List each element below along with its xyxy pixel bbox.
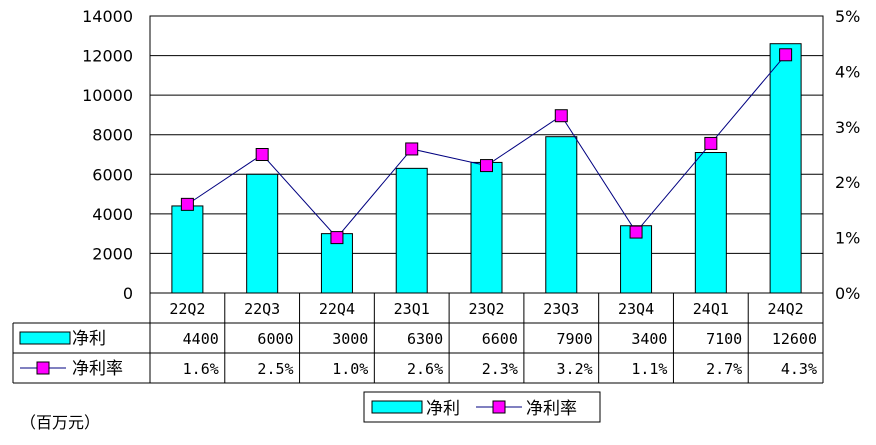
y2-tick-label: 5% <box>835 7 860 26</box>
table-cell: 1.1% <box>631 360 667 378</box>
line-marker <box>554 109 568 123</box>
line-series <box>180 48 793 245</box>
category-label: 23Q3 <box>543 300 579 318</box>
bar <box>769 43 802 294</box>
y-tick-label: 14000 <box>82 7 133 26</box>
table-cell: 4.3% <box>781 360 817 378</box>
category-label: 24Q2 <box>768 300 804 318</box>
table-cell: 3400 <box>631 330 667 348</box>
legend-label-bar: 净利 <box>426 399 460 419</box>
y2-tick-label: 4% <box>835 62 860 81</box>
category-label: 24Q1 <box>693 300 729 318</box>
y-tick-label: 10000 <box>82 86 133 105</box>
y2-tick-label: 0% <box>835 284 860 303</box>
category-label: 23Q4 <box>618 300 654 318</box>
y-tick-label: 6000 <box>92 165 133 184</box>
table-cell: 1.0% <box>332 360 368 378</box>
table-cell: 1.6% <box>183 360 219 378</box>
y-tick-label: 2000 <box>92 244 133 263</box>
table-cell: 3000 <box>332 330 368 348</box>
y-tick-label: 4000 <box>92 205 133 224</box>
legend-label-line: 净利率 <box>526 399 577 419</box>
table-cell: 2.7% <box>706 360 742 378</box>
table-cell: 6600 <box>482 330 518 348</box>
category-label: 22Q4 <box>319 300 355 318</box>
bar <box>620 225 653 294</box>
category-label: 23Q2 <box>468 300 504 318</box>
line-marker <box>704 136 718 150</box>
table-cell: 2.3% <box>482 360 518 378</box>
table-cell: 7100 <box>706 330 742 348</box>
table-cell: 6000 <box>257 330 293 348</box>
data-table: 22Q2 22Q3 22Q4 23Q1 23Q2 23Q3 23Q4 24Q1 24Q2 净利 44… <box>12 293 824 384</box>
y-tick-label: 8000 <box>92 126 133 145</box>
category-label: 22Q3 <box>244 300 280 318</box>
bar <box>694 152 727 294</box>
table-cell: 12600 <box>772 330 817 348</box>
table-cell: 4400 <box>183 330 219 348</box>
line-marker <box>330 231 344 245</box>
y2-tick-label: 3% <box>835 118 860 137</box>
legend: 净利 净利率 <box>363 391 601 423</box>
bar <box>545 136 578 294</box>
row-series-name: 净利 <box>72 329 106 349</box>
line-marker <box>779 48 793 62</box>
table-cell: 7900 <box>557 330 593 348</box>
row-series-name: 净利率 <box>72 359 123 379</box>
category-label: 23Q1 <box>394 300 430 318</box>
bar <box>395 167 428 294</box>
unit-note: （百万元） <box>20 413 100 432</box>
table-cell: 2.6% <box>407 360 443 378</box>
line-marker <box>480 159 493 173</box>
table-cell: 6300 <box>407 330 443 348</box>
bar-series <box>171 43 802 294</box>
line-marker <box>180 197 194 211</box>
table-cell: 2.5% <box>257 360 293 378</box>
y2-tick-label: 2% <box>835 173 860 192</box>
table-cell: 3.2% <box>557 360 593 378</box>
y-tick-label: 12000 <box>82 47 133 66</box>
row-legend-marker <box>36 361 50 375</box>
bar <box>171 205 204 294</box>
line-marker <box>255 148 269 161</box>
line-marker <box>629 225 643 239</box>
bar <box>246 173 279 294</box>
y-tick-label: 0 <box>123 284 133 303</box>
line-marker <box>405 142 419 156</box>
plot-frame <box>149 15 824 294</box>
y2-tick-label: 1% <box>835 229 860 248</box>
legend-swatch-bar <box>371 400 423 414</box>
axes: 0 2000 4000 6000 8000 10000 12000 14000 0% 1% 2% 3%… <box>82 7 860 303</box>
bar <box>470 161 503 294</box>
row-legend-swatch <box>19 331 71 345</box>
legend-marker <box>492 400 506 414</box>
category-label: 22Q2 <box>169 300 205 318</box>
